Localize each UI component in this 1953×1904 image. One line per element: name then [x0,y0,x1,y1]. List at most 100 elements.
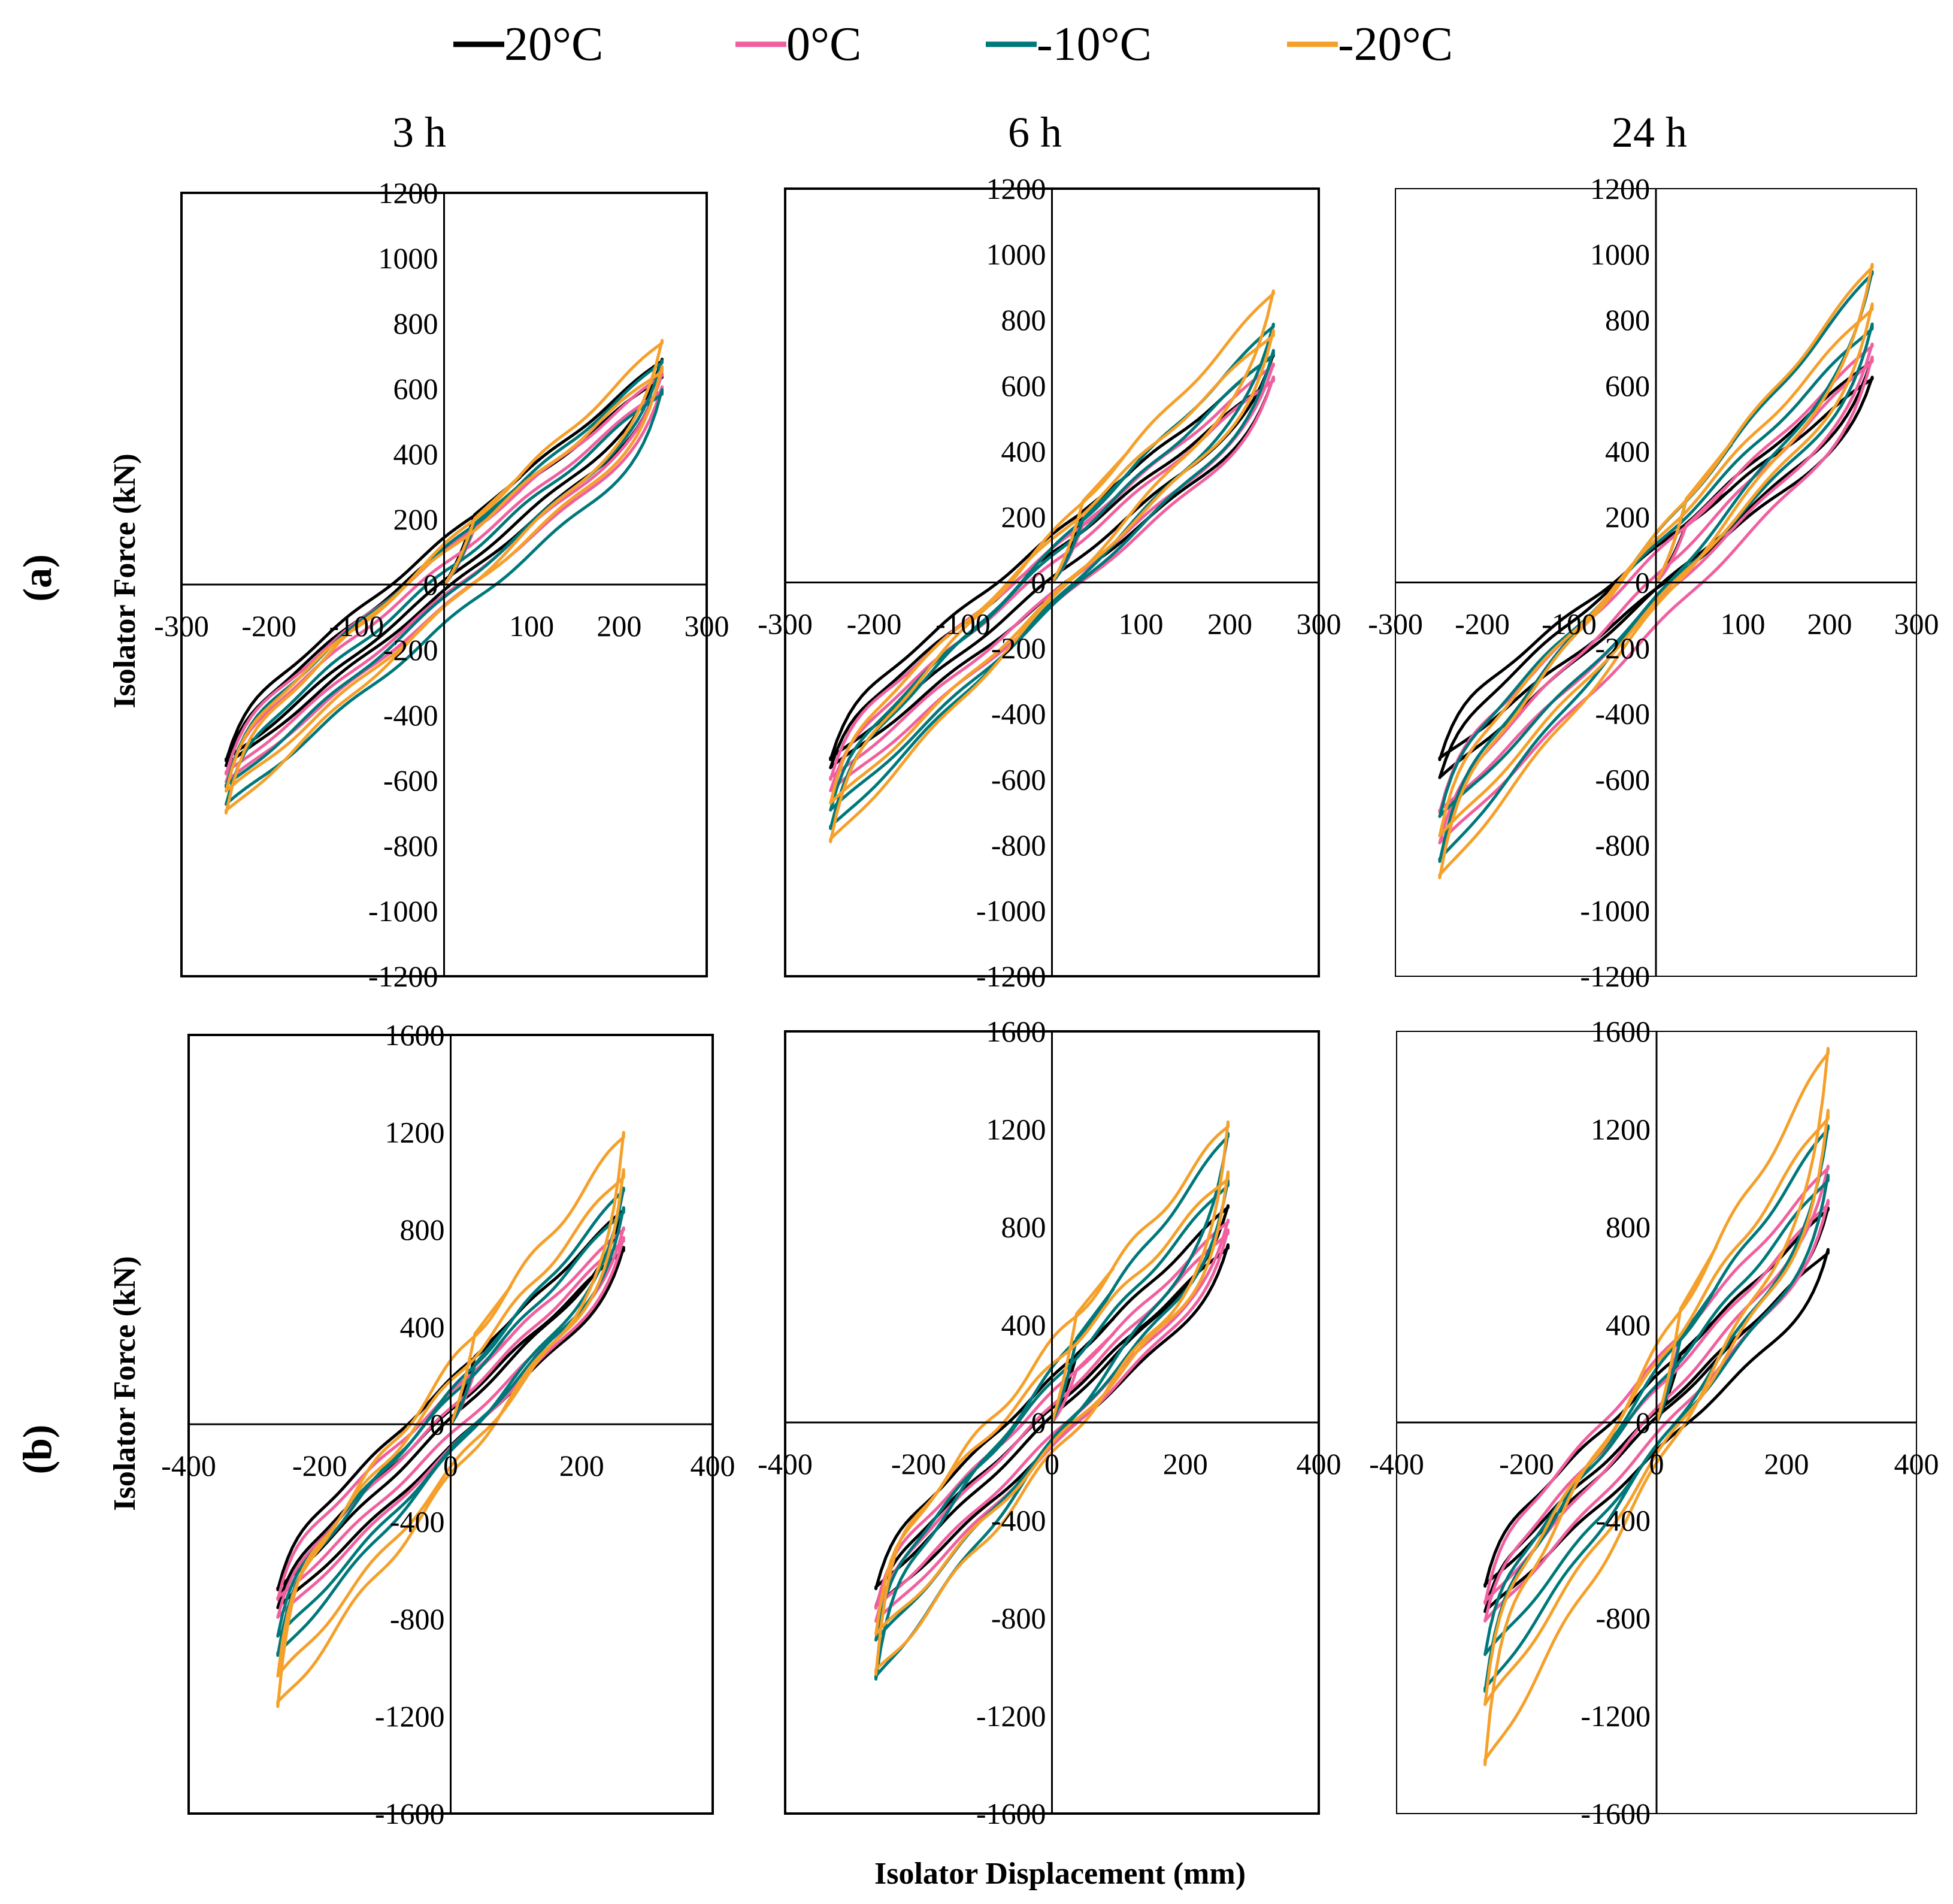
x-tick-label: 200 [1207,607,1252,641]
y-tick-label: 800 [393,307,438,340]
y-tick-label: 1000 [986,238,1046,271]
series-initial-branch-0c [1655,480,1733,584]
series-line-minus20c [225,365,664,793]
y-tick-label: 800 [400,1213,445,1246]
series-line-0c [874,1228,1230,1623]
series-initial-branch-minus10c [449,1321,513,1425]
y-tick-label: -600 [991,762,1046,796]
y-tick-label: -800 [1595,828,1650,862]
y-tick-label: -200 [1595,631,1650,665]
chart-panel-b-3h: -1600 -1200 -800 -400 0 400 800 1200 1600 -400 -20… [161,1018,735,1830]
x-tick-label: 400 [1297,1447,1342,1481]
legend-item-20c: 20°C [453,18,603,71]
y-tick-label: -1600 [1580,1797,1651,1830]
y-tick-label: -800 [1595,1602,1651,1635]
legend-item-minus10c: -10°C [986,18,1152,71]
x-tick-label: 400 [691,1449,735,1482]
x-tick-label: -200 [891,1447,946,1481]
series-line-0c [225,385,664,783]
series-line-minus10c [225,359,664,789]
y-tick-label: -400 [991,697,1046,731]
y-tick-label: -1600 [976,1797,1046,1830]
y-tick-label: -400 [991,1503,1046,1537]
x-tick-label: -100 [1542,607,1597,641]
x-tick-label: -200 [1499,1447,1554,1481]
y-tick-label: 800 [1001,303,1046,337]
series-line-minus10c [225,388,664,806]
x-tick-label: 0 [1044,1447,1059,1481]
x-tick-label: -300 [758,607,813,641]
row-label-a: (a) [14,554,60,601]
y-tick-label: 800 [1606,1210,1651,1244]
y-axis-title-row-b: Isolator Force (kN) [108,1256,142,1511]
y-tick-label: -800 [991,1602,1046,1635]
x-tick-label: -300 [154,609,209,643]
y-tick-label: 600 [1001,369,1046,402]
y-tick-label: 800 [1605,303,1650,337]
y-tick-label: 1600 [986,1015,1046,1048]
legend: 20°C 0°C -10°C -20°C [453,18,1453,71]
y-tick-label: -400 [383,698,438,732]
series-line-minus20c [276,1168,625,1678]
x-tick-label: 200 [559,1449,604,1482]
x-tick-label: -400 [758,1447,813,1481]
legend-label-minus10c: -10°C [1037,18,1152,71]
series-initial-branch-minus10c [1050,471,1131,584]
x-tick-label: 200 [1807,607,1852,641]
chart-panel-a-24h: -1200 -1000 -800 -600 -400 -200 0 200 400 600 800 1… [1368,172,1939,993]
row-label-b: (b) [14,1424,60,1474]
y-tick-label: 1200 [1591,1112,1651,1146]
y-tick-label: 0 [430,1407,445,1441]
series-initial-branch-minus20c [1050,449,1131,583]
series-line-20c [1438,376,1874,761]
y-tick-label: -1200 [976,959,1046,993]
series-line-minus20c [276,1131,625,1708]
legend-label-0c: 0°C [786,18,861,71]
series-line-20c [1483,1248,1830,1614]
legend-label-20c: 20°C [504,18,603,71]
x-tick-label: 300 [1894,607,1939,641]
x-tick-label: -200 [241,609,296,643]
x-tick-label: 0 [1649,1447,1664,1481]
series-line-0c [1483,1164,1830,1605]
y-tick-label: -400 [1595,697,1650,731]
series-line-minus10c [829,322,1275,830]
series-line-minus10c [276,1186,625,1657]
y-tick-label: -1200 [368,959,438,993]
y-tick-label: -400 [1595,1503,1651,1537]
panels: -1200-1000-800-600-400-20002004006008001… [154,172,1939,1830]
y-tick-label: -600 [383,764,438,797]
series-line-minus20c [225,338,664,815]
x-axis-title: Isolator Displacement (mm) [874,1857,1246,1891]
y-tick-label: 0 [1031,566,1046,600]
y-tick-label: 0 [1635,566,1650,600]
series-line-minus10c [276,1206,625,1638]
series-initial-branch-minus10c [1655,1286,1718,1424]
y-tick-label: 0 [1031,1406,1046,1439]
y-tick-label: 0 [423,568,438,601]
chart-panel-b-6h: -1600 -1200 -800 -400 0 400 800 1200 1600 -400 -20… [758,1015,1341,1830]
series-line-minus20c [1483,1047,1830,1766]
chart-panel-a-6h: -1200 -1000 -800 -600 -400 -200 0 200 400 600 800 1… [758,172,1341,993]
y-tick-label: -600 [1595,762,1650,796]
y-tick-label: 600 [1605,369,1650,402]
y-tick-label: -1600 [375,1797,445,1830]
legend-label-minus20c: -20°C [1338,18,1453,71]
y-tick-label: -800 [991,828,1046,862]
x-tick-label: 200 [597,609,641,643]
y-tick-label: 1000 [379,241,438,275]
x-tick-label: 400 [1894,1447,1939,1481]
x-tick-label: -400 [161,1449,216,1482]
chart-panel-a-3h: -1200 -1000 -800 -600 -400 -200 0 200 400 600 800 1… [154,176,729,993]
series-initial-branch-minus20c [1050,1267,1115,1423]
x-tick-label: 300 [1297,607,1342,641]
series-initial-branch-minus20c [1655,1245,1718,1423]
x-tick-label: -200 [292,1449,347,1482]
y-tick-label: -1000 [976,894,1046,927]
y-tick-label: 800 [1001,1210,1046,1244]
x-tick-label: -100 [935,607,991,641]
series-initial-branch-minus10c [1050,1288,1115,1424]
y-tick-label: -1000 [368,894,438,928]
y-tick-label: 1200 [986,1112,1046,1146]
